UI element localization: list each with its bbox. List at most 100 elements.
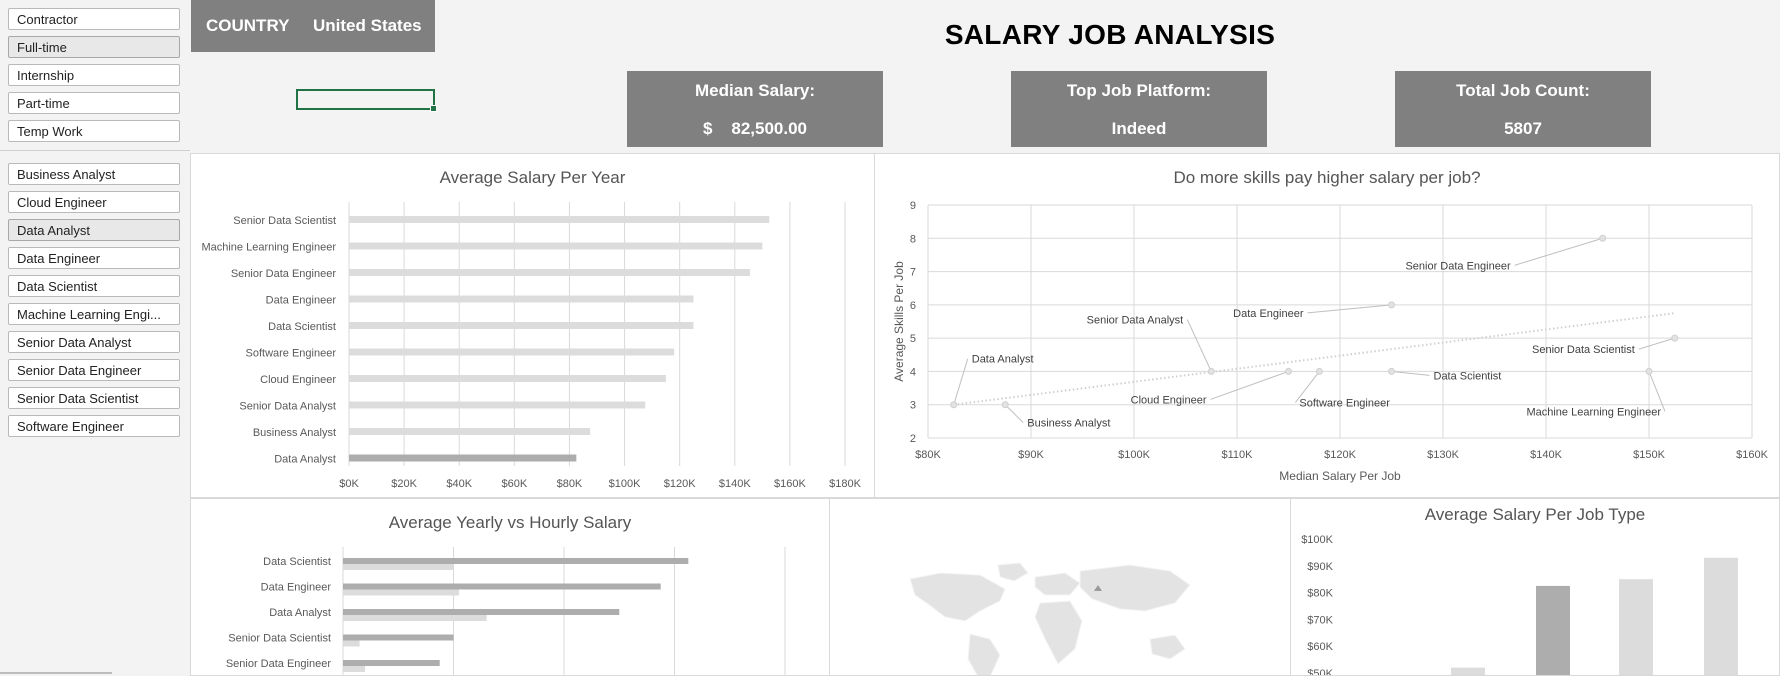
x-tick-label: $80K (557, 478, 583, 490)
bar (349, 454, 577, 462)
median-salary-label: Median Salary: (695, 81, 815, 100)
x-tick-label: $20K (391, 478, 417, 490)
x-tick-label: $120K (664, 478, 696, 490)
y-tick-label: $50K (1307, 668, 1333, 676)
data-point (1001, 401, 1009, 409)
country-filter[interactable]: COUNTRY United States (191, 0, 435, 52)
category-label: Senior Data Scientist (233, 215, 336, 227)
job-title-slicer-item[interactable]: Data Engineer (8, 247, 180, 269)
x-tick-label: $100K (1118, 449, 1150, 461)
bar-yearly (343, 660, 440, 666)
trendline (953, 312, 1675, 406)
chart-title: Average Yearly vs Hourly Salary (388, 513, 632, 532)
y-tick-label: $70K (1307, 614, 1333, 626)
bar (349, 216, 770, 223)
bar-hourly (343, 640, 360, 647)
job-title-slicer-item[interactable]: Machine Learning Engi... (8, 303, 180, 325)
job-count-label: Total Job Count: (1456, 81, 1590, 100)
category-label: Data Analyst (274, 454, 336, 466)
bar (1536, 585, 1570, 675)
bar (1704, 557, 1738, 675)
x-tick-label: $40K (446, 478, 472, 490)
x-tick-label: $160K (1736, 449, 1768, 461)
leader-line (1186, 319, 1212, 372)
map-asia (1079, 564, 1191, 612)
leader-line (1004, 404, 1024, 424)
country-filter-value[interactable]: United States (313, 16, 422, 35)
job-title-slicer-item[interactable]: Cloud Engineer (8, 191, 180, 213)
y-tick-label: 4 (910, 366, 916, 378)
bar (349, 348, 675, 356)
world-map (909, 562, 1191, 675)
y-tick-label: 7 (910, 267, 916, 279)
avg-salary-per-job-type-chart[interactable]: Average Salary Per Job Type $50K $60K $70K… (1290, 498, 1780, 676)
leader-line (1514, 237, 1603, 266)
job-type-slicer-item[interactable]: Full-time (8, 36, 180, 58)
map-greenland (997, 562, 1029, 582)
map-australia (1149, 634, 1186, 660)
job-title-slicer-item[interactable]: Business Analyst (8, 163, 180, 185)
job-type-slicer-item[interactable]: Part-time (8, 92, 180, 114)
avg-salary-per-year-chart[interactable]: Average Salary Per Year $0K $20K $40K $60K $… (190, 153, 875, 498)
data-label: Cloud Engineer (1131, 394, 1207, 406)
x-tick-label: $150K (1633, 449, 1665, 461)
bar-hourly (343, 666, 366, 672)
y-tick-label: 6 (910, 300, 916, 312)
yearly-vs-hourly-plot: Data Scientist Data Engineer Data Analyst S… (226, 547, 786, 675)
category-label: Data Engineer (266, 295, 337, 307)
job-type-slicer-item[interactable]: Contractor (8, 8, 180, 30)
leader-line (1295, 371, 1320, 403)
top-platform-card: Top Job Platform: Indeed (1011, 71, 1267, 147)
median-salary-card: Median Salary: $ 82,500.00 (627, 71, 883, 147)
data-point (1285, 367, 1292, 375)
bar-hourly (343, 589, 460, 596)
job-type-slicer-item[interactable]: Internship (8, 64, 180, 86)
job-title-slicer-item[interactable]: Senior Data Scientist (8, 387, 180, 409)
median-salary-value: $ 82,500.00 (627, 119, 883, 139)
x-tick-label: $110K (1222, 449, 1254, 461)
x-tick-label: $100K (609, 478, 641, 490)
sheet-scroll-indicator (0, 672, 112, 674)
job-count-card: Total Job Count: 5807 (1395, 71, 1651, 147)
map-africa (1034, 600, 1083, 665)
currency-symbol: $ (702, 119, 713, 138)
y-tick-label: 2 (910, 433, 916, 445)
bar-yearly (343, 609, 620, 615)
x-tick-label: $60K (501, 478, 527, 490)
selected-cell[interactable] (296, 89, 437, 112)
y-tick-label: $60K (1307, 641, 1333, 653)
x-tick-label: $180K (829, 478, 861, 490)
bar (349, 401, 646, 409)
bar (349, 428, 591, 435)
bar-yearly (343, 583, 661, 590)
bar-yearly (343, 634, 454, 641)
data-label: Data Engineer (1233, 308, 1304, 320)
data-label: Data Analyst (972, 354, 1034, 366)
data-label: Machine Learning Engineer (1526, 406, 1661, 418)
y-tick-label: $90K (1307, 561, 1333, 573)
data-label: Data Scientist (1434, 370, 1502, 382)
job-title-slicer-item[interactable]: Data Analyst (8, 219, 180, 241)
data-point (1207, 367, 1215, 375)
category-label: Senior Data Engineer (226, 658, 332, 670)
job-title-slicer-item[interactable]: Senior Data Engineer (8, 359, 180, 381)
job-title-slicer-item[interactable]: Software Engineer (8, 415, 180, 437)
x-tick-label: $130K (1427, 449, 1459, 461)
category-label: Senior Data Analyst (239, 401, 336, 413)
skills-vs-salary-chart[interactable]: Do more skills pay higher salary per job… (874, 153, 1780, 498)
data-label: Senior Data Scientist (1532, 344, 1635, 356)
leader-line (1307, 304, 1392, 314)
job-type-slicer-item[interactable]: Temp Work (8, 120, 180, 142)
map-europe (1034, 572, 1081, 596)
leader-line (1648, 371, 1666, 412)
world-map-chart[interactable] (829, 498, 1291, 676)
x-tick-label: $80K (915, 449, 941, 461)
data-point (1315, 367, 1323, 375)
job-title-slicer-item[interactable]: Senior Data Analyst (8, 331, 180, 353)
data-point (1645, 367, 1653, 375)
job-title-slicer-item[interactable]: Data Scientist (8, 275, 180, 297)
yearly-vs-hourly-chart[interactable]: Average Yearly vs Hourly Salary Data Sci… (190, 498, 830, 676)
y-tick-label: 3 (910, 400, 916, 412)
y-tick-label: 9 (910, 200, 916, 212)
category-label: Cloud Engineer (260, 374, 336, 386)
